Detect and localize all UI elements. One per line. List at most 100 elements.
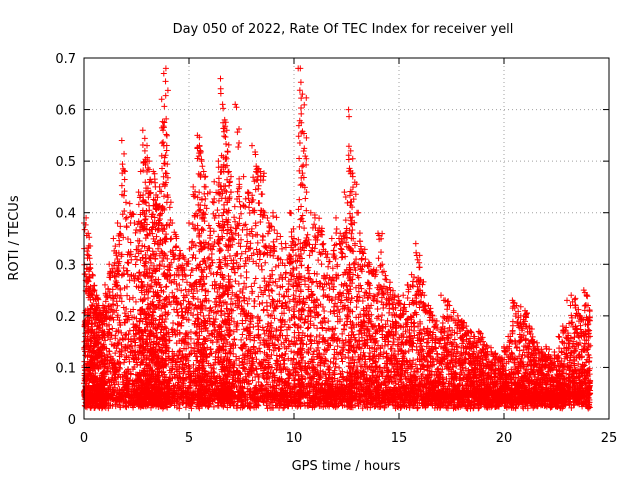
data-point (225, 169, 232, 176)
data-point (115, 342, 122, 349)
data-point (205, 222, 212, 229)
data-point (298, 110, 305, 117)
data-point (115, 328, 122, 335)
data-point (199, 163, 206, 170)
data-point (286, 298, 293, 305)
data-point (119, 211, 126, 218)
data-point (249, 142, 255, 149)
data-point (110, 316, 117, 323)
data-point (219, 212, 226, 219)
data-point (207, 304, 214, 311)
data-point (119, 161, 126, 168)
data-point (301, 145, 308, 152)
data-point (286, 209, 293, 216)
data-point (232, 278, 239, 285)
data-point (103, 323, 110, 330)
data-point (115, 267, 122, 274)
data-point (110, 235, 117, 242)
data-point (100, 331, 107, 338)
data-point (114, 220, 121, 227)
data-point (277, 233, 284, 240)
data-point (189, 254, 196, 261)
data-point (118, 137, 125, 144)
data-point (111, 374, 118, 381)
data-point (172, 243, 179, 250)
data-point (238, 336, 245, 343)
data-point (121, 188, 128, 195)
data-point (296, 223, 303, 230)
data-point (235, 280, 242, 287)
data-point (102, 290, 109, 297)
data-point (296, 140, 303, 147)
data-point (282, 240, 289, 247)
data-point (119, 373, 126, 380)
data-point (211, 178, 218, 185)
data-point (186, 220, 192, 227)
data-point (222, 183, 229, 190)
data-point (88, 323, 95, 330)
data-point (84, 336, 91, 343)
data-point (106, 348, 113, 355)
data-point (120, 234, 127, 241)
data-point (241, 263, 248, 270)
data-point (115, 249, 122, 256)
data-point (111, 259, 118, 266)
data-point (207, 235, 214, 242)
data-point (253, 366, 260, 373)
data-point (139, 127, 146, 134)
data-point (232, 269, 239, 276)
data-point (118, 251, 125, 258)
data-point (116, 364, 123, 371)
data-point (117, 349, 124, 356)
data-point (103, 351, 110, 358)
data-point (117, 365, 124, 372)
data-point (121, 208, 128, 215)
data-point (112, 278, 119, 285)
data-point (160, 193, 167, 200)
data-point (301, 225, 308, 232)
data-point (221, 133, 228, 140)
data-point (107, 336, 114, 343)
data-point (91, 287, 98, 294)
data-point (105, 378, 112, 385)
data-point (98, 327, 105, 334)
data-point (115, 381, 122, 388)
data-point (124, 386, 131, 393)
data-point (244, 300, 251, 307)
data-point (273, 214, 280, 221)
data-point (121, 176, 128, 183)
data-point (87, 337, 94, 344)
data-point (198, 158, 205, 165)
data-point (242, 195, 249, 202)
data-point (245, 204, 252, 211)
data-point (115, 260, 122, 267)
data-point (251, 280, 258, 287)
data-point (127, 239, 134, 246)
data-point (239, 331, 246, 338)
data-point (242, 221, 249, 228)
data-point (296, 196, 303, 203)
data-point (93, 292, 100, 299)
data-point (176, 247, 183, 254)
data-point (92, 370, 99, 377)
data-point (254, 231, 261, 238)
data-point (189, 267, 196, 274)
data-point (199, 225, 206, 232)
data-point (187, 272, 194, 279)
data-point (217, 75, 224, 82)
data-point (120, 192, 127, 199)
data-point (226, 182, 233, 189)
data-point (202, 195, 209, 202)
data-point (111, 360, 118, 367)
data-point (106, 261, 113, 268)
data-point (103, 367, 110, 374)
data-point (120, 165, 126, 172)
data-point (125, 354, 132, 361)
data-point (167, 199, 174, 206)
data-point (123, 223, 130, 230)
data-point (105, 303, 112, 310)
data-point (113, 298, 120, 305)
data-point (231, 214, 238, 221)
data-point (298, 181, 305, 188)
